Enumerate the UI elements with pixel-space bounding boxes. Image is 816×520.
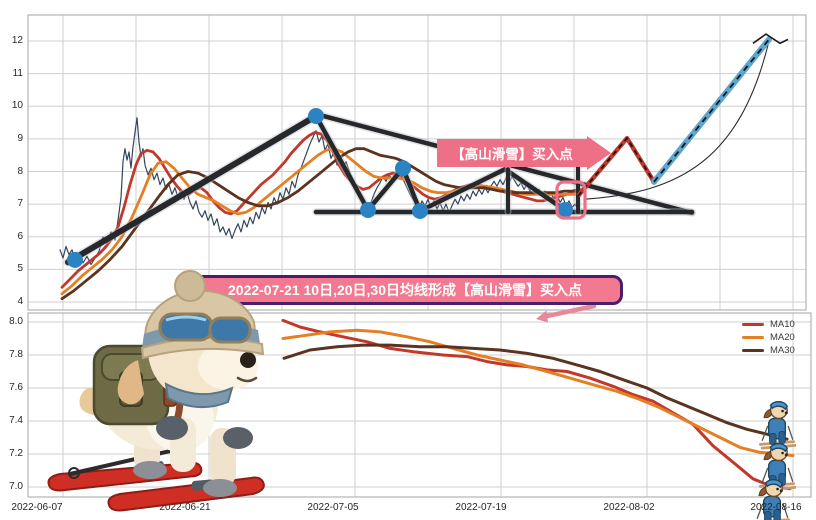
pivot-dot — [360, 202, 376, 218]
knit-collar — [164, 382, 234, 409]
panel-frame — [27, 312, 812, 498]
ma10-swatch — [742, 323, 764, 326]
y-tick-label: 7 — [17, 198, 23, 210]
legend-label: MA20 — [770, 332, 795, 343]
ma20-line — [60, 147, 582, 296]
zigzag-m-trendline — [313, 113, 568, 214]
blue-rally-dashes — [653, 38, 770, 183]
ma20-line — [281, 328, 795, 458]
y-tick-label: 9 — [17, 132, 23, 144]
projection-pattern — [576, 33, 789, 200]
ma30-swatch — [742, 349, 764, 352]
y-tick-label: 7.6 — [9, 382, 23, 393]
buy-point-arrow-text: 【高山滑雪】买入点 — [451, 147, 573, 162]
x-tick-label: 2022-07-19 — [455, 502, 507, 513]
y-tick-label: 6 — [17, 230, 23, 242]
red-projection-dashes — [577, 136, 655, 197]
ma10-line — [281, 318, 792, 491]
pivot-dot — [308, 108, 324, 124]
ma20-swatch — [742, 336, 764, 339]
skiing-puppy-illustration — [42, 268, 292, 520]
y-tick-label: 7.8 — [9, 349, 23, 360]
note-arrow-head — [536, 310, 548, 323]
price-line — [59, 117, 579, 266]
y-tick-label: 7.2 — [9, 448, 23, 459]
panel-frame — [27, 14, 807, 311]
y-tick-label: 7.4 — [9, 415, 23, 426]
x-tick-label: 2022-08-02 — [603, 502, 655, 513]
rally-tip-cap-marker — [752, 33, 789, 45]
y-tick-label: 8 — [17, 165, 23, 177]
thin-projection-curve — [584, 40, 770, 200]
legend-item-ma30: MA30 — [742, 344, 795, 357]
buy-point-arrow-callout: 【高山滑雪】买入点 — [437, 139, 587, 167]
ski-goggles — [158, 312, 252, 344]
buy-point-highlight-rect — [555, 180, 587, 220]
support-up-trendline — [65, 113, 319, 266]
note-arrow — [536, 303, 597, 323]
y-tick-label: 12 — [11, 35, 23, 46]
knit-hat — [140, 270, 265, 360]
buy-point-note-text: 2022-07-21 10日,20日,30日均线形成【高山滑雪】买入点 — [228, 282, 582, 298]
trend-lines — [63, 110, 696, 267]
ma_panel-group — [27, 312, 812, 520]
y-tick-label: 4 — [17, 296, 23, 307]
x-tick-label: 2022-06-21 — [159, 502, 211, 513]
legend-label: MA30 — [770, 345, 795, 356]
y-tick-label: 8.0 — [9, 316, 23, 327]
ma-legend: MA10 MA20 MA30 — [742, 318, 795, 357]
y-tick-label: 7.0 — [9, 481, 23, 492]
x-tick-label: 2022-06-07 — [11, 502, 63, 513]
note-arrow-shaft — [542, 303, 597, 319]
price_panel-group — [27, 14, 807, 311]
legend-item-ma10: MA10 — [742, 318, 795, 331]
y-tick-label: 10 — [11, 100, 23, 112]
pivot-dot — [412, 203, 428, 219]
skiing-puppy-svg — [47, 270, 265, 512]
pivot-dot — [67, 251, 83, 268]
pivot-dots — [67, 108, 573, 268]
x-tick-label: 2022-07-05 — [307, 502, 359, 513]
pivot-dot — [557, 202, 573, 218]
front-legs — [133, 416, 253, 497]
chart-panels — [27, 14, 812, 520]
x-tick-label: 2022-08-16 — [750, 502, 802, 513]
mini-skier-dog-icon — [758, 400, 796, 450]
legend-item-ma20: MA20 — [742, 331, 795, 344]
pivot-dot — [395, 160, 411, 177]
ma30-line — [282, 343, 789, 441]
y-tick-label: 11 — [12, 67, 23, 79]
legend-label: MA10 — [770, 319, 795, 330]
y-tick-label: 5 — [17, 263, 23, 275]
ma30-line — [60, 147, 582, 301]
